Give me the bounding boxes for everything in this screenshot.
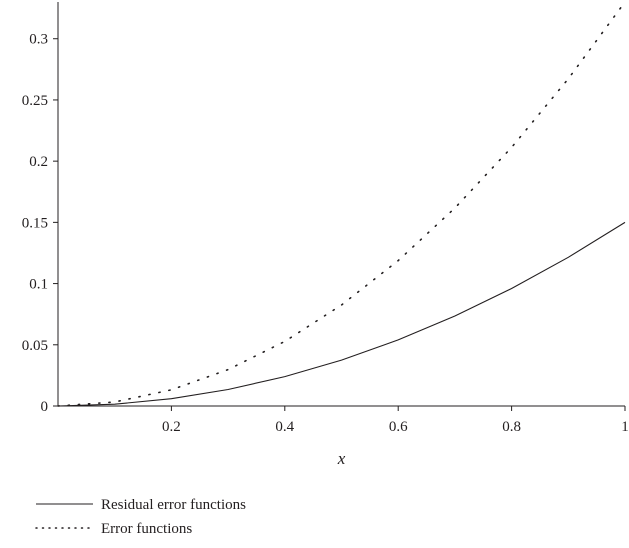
y-tick-label: 0.05 [22, 338, 48, 354]
legend-label: Residual error functions [101, 497, 246, 513]
y-tick-label: 0.1 [29, 277, 48, 293]
legend: Residual error functions Error functions [35, 497, 246, 537]
x-tick-label: 1 [621, 419, 629, 435]
series-layer [57, 1, 626, 407]
x-tick-label: 0.8 [502, 419, 521, 435]
legend-label: Error functions [101, 521, 192, 537]
y-tick-label: 0.3 [29, 32, 48, 48]
series-line-residual-error-functions [57, 221, 626, 407]
y-axis-ticks: 0 0.05 0.1 0.15 0.2 0.25 0.3 [22, 32, 58, 415]
y-tick-label: 0.15 [22, 215, 48, 231]
x-tick-label: 0.4 [275, 419, 294, 435]
x-axis-ticks: 0.2 0.4 0.6 0.8 1 [162, 406, 629, 435]
series-line-error-functions [57, 1, 626, 407]
x-tick-label: 0.6 [389, 419, 408, 435]
x-tick-label: 0.2 [162, 419, 181, 435]
y-tick-label: 0 [41, 399, 49, 415]
x-axis-title: x [337, 449, 346, 468]
y-tick-label: 0.2 [29, 154, 48, 170]
y-tick-label: 0.25 [22, 93, 48, 109]
axes [57, 2, 625, 407]
